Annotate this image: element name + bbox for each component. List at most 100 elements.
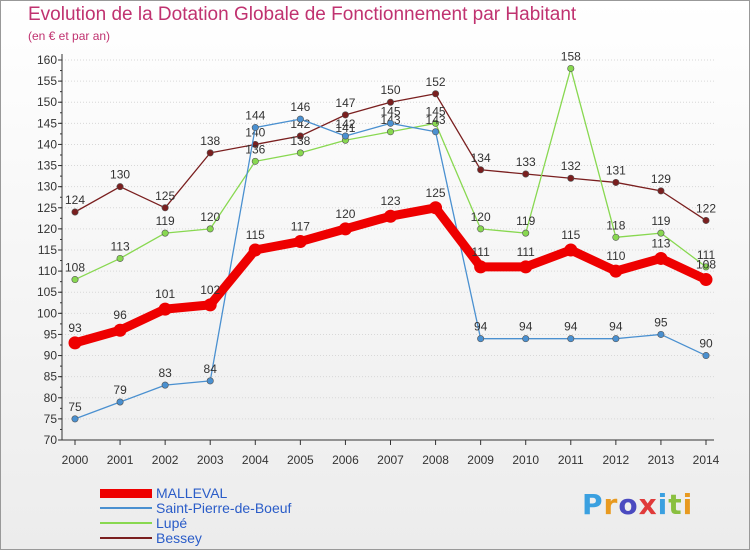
y-tick-label: 110 (38, 264, 57, 278)
legend-item: MALLEVAL (100, 485, 228, 501)
data-label: 113 (111, 239, 130, 253)
legend-item: Lupé (100, 515, 187, 531)
x-tick-label: 2004 (242, 453, 269, 467)
data-point (519, 260, 533, 274)
y-tick-label: 140 (37, 137, 57, 151)
data-point (567, 335, 575, 343)
data-label: 94 (519, 320, 533, 334)
y-tick-label: 70 (44, 433, 58, 447)
data-label: 134 (471, 151, 491, 165)
y-tick-label: 150 (37, 95, 57, 109)
data-label: 146 (290, 100, 310, 114)
data-label: 123 (380, 194, 400, 208)
data-point (609, 264, 623, 278)
logo-letter: i (682, 488, 694, 521)
data-label: 93 (68, 321, 82, 335)
legend-swatch (100, 537, 152, 539)
data-point (296, 132, 304, 140)
y-tick-label: 135 (37, 159, 57, 173)
x-tick-label: 2012 (603, 453, 630, 467)
data-point (657, 187, 665, 195)
data-label: 94 (474, 320, 488, 334)
data-point (699, 273, 713, 287)
data-label: 115 (246, 228, 265, 242)
legend-swatch (100, 488, 152, 498)
data-point (612, 178, 620, 186)
data-point (474, 260, 488, 274)
data-label: 125 (155, 189, 175, 203)
data-point (522, 335, 530, 343)
data-label: 96 (113, 308, 127, 322)
y-tick-label: 155 (37, 74, 57, 88)
y-tick-label: 130 (37, 180, 57, 194)
data-label: 141 (335, 121, 355, 135)
data-point (567, 64, 575, 72)
data-point (296, 149, 304, 157)
y-tick-label: 90 (44, 349, 58, 363)
y-tick-label: 160 (37, 53, 57, 67)
data-label: 136 (245, 142, 265, 156)
data-label: 101 (155, 287, 175, 301)
data-point (251, 124, 259, 132)
data-label: 113 (651, 236, 670, 250)
legend-swatch (100, 522, 152, 524)
data-point (203, 298, 217, 312)
x-tick-label: 2014 (693, 453, 720, 467)
data-point (386, 119, 394, 127)
data-label: 150 (380, 83, 400, 97)
logo-letter: i (657, 488, 669, 521)
x-tick-label: 2013 (648, 453, 675, 467)
data-point (161, 204, 169, 212)
data-label: 152 (426, 75, 446, 89)
data-label: 124 (65, 193, 85, 207)
y-tick-label: 75 (44, 412, 58, 426)
data-label: 140 (245, 125, 265, 139)
data-point (386, 98, 394, 106)
data-point (206, 225, 214, 233)
data-point (296, 115, 304, 123)
data-label: 83 (158, 366, 172, 380)
data-point (116, 254, 124, 262)
data-label: 111 (697, 248, 716, 262)
data-label: 132 (561, 159, 581, 173)
data-point (71, 208, 79, 216)
y-tick-label: 100 (37, 306, 57, 320)
x-tick-label: 2006 (332, 453, 359, 467)
data-point (432, 119, 440, 127)
y-tick-label: 120 (37, 222, 57, 236)
data-point (116, 183, 124, 191)
y-tick-label: 145 (37, 116, 57, 130)
x-tick-label: 2009 (467, 453, 494, 467)
data-point (158, 302, 172, 316)
data-label: 119 (156, 214, 175, 228)
data-point (657, 229, 665, 237)
y-tick-label: 85 (44, 370, 58, 384)
data-label: 143 (380, 113, 400, 127)
proxiti-logo: Proxiti (582, 488, 693, 521)
data-label: 94 (564, 320, 578, 334)
data-label: 129 (651, 172, 671, 186)
data-point (522, 229, 530, 237)
data-label: 125 (426, 186, 446, 200)
data-point (702, 263, 710, 271)
data-label: 145 (380, 104, 400, 118)
legend-label: MALLEVAL (156, 485, 228, 501)
data-point (567, 174, 575, 182)
data-label: 102 (200, 283, 220, 297)
data-label: 130 (110, 168, 130, 182)
data-point (341, 132, 349, 140)
data-point (432, 128, 440, 136)
data-point (341, 111, 349, 119)
logo-letter: o (618, 488, 639, 521)
x-tick-label: 2000 (62, 453, 89, 467)
data-label: 108 (65, 261, 85, 275)
data-point (206, 149, 214, 157)
data-label: 120 (200, 210, 220, 224)
data-point (702, 216, 710, 224)
logo-letter: t (668, 488, 683, 521)
data-label: 79 (113, 383, 127, 397)
chart-title: Evolution de la Dotation Globale de Fonc… (28, 4, 577, 25)
data-point (71, 415, 79, 423)
logo-letter: r (603, 488, 619, 521)
